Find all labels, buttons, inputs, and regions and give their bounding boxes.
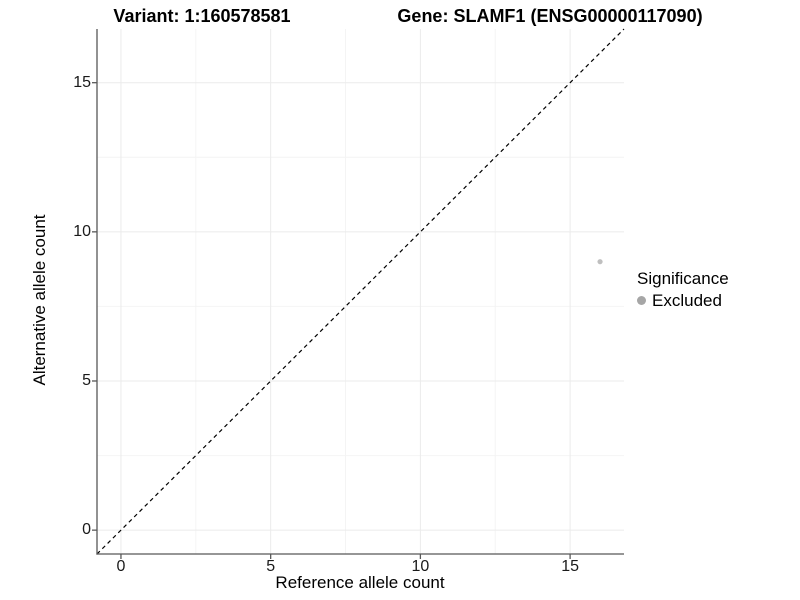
legend-point-icon bbox=[637, 296, 646, 305]
y-tick-label: 10 bbox=[73, 222, 91, 240]
data-point bbox=[597, 259, 603, 265]
y-axis-label: Alternative allele count bbox=[30, 214, 49, 386]
legend-item-label: Excluded bbox=[652, 291, 722, 310]
legend-title: Significance bbox=[637, 269, 729, 288]
legend-item-excluded: Excluded bbox=[637, 290, 729, 311]
y-tick-label: 5 bbox=[82, 371, 91, 389]
y-tick-label: 15 bbox=[73, 73, 91, 91]
legend: Significance Excluded bbox=[637, 268, 729, 311]
x-tick-label: 0 bbox=[116, 558, 126, 575]
x-tick-label: 15 bbox=[561, 558, 579, 575]
plot-title-gene: Gene: SLAMF1 (ENSG00000117090) bbox=[397, 6, 703, 26]
x-axis-label: Reference allele count bbox=[275, 573, 445, 592]
y-tick-label: 0 bbox=[82, 521, 91, 539]
x-tick-label: 10 bbox=[411, 558, 430, 575]
plot-title-variant: Variant: 1:160578581 bbox=[113, 6, 291, 26]
x-tick-label: 5 bbox=[266, 558, 276, 575]
identity-line bbox=[96, 28, 625, 555]
